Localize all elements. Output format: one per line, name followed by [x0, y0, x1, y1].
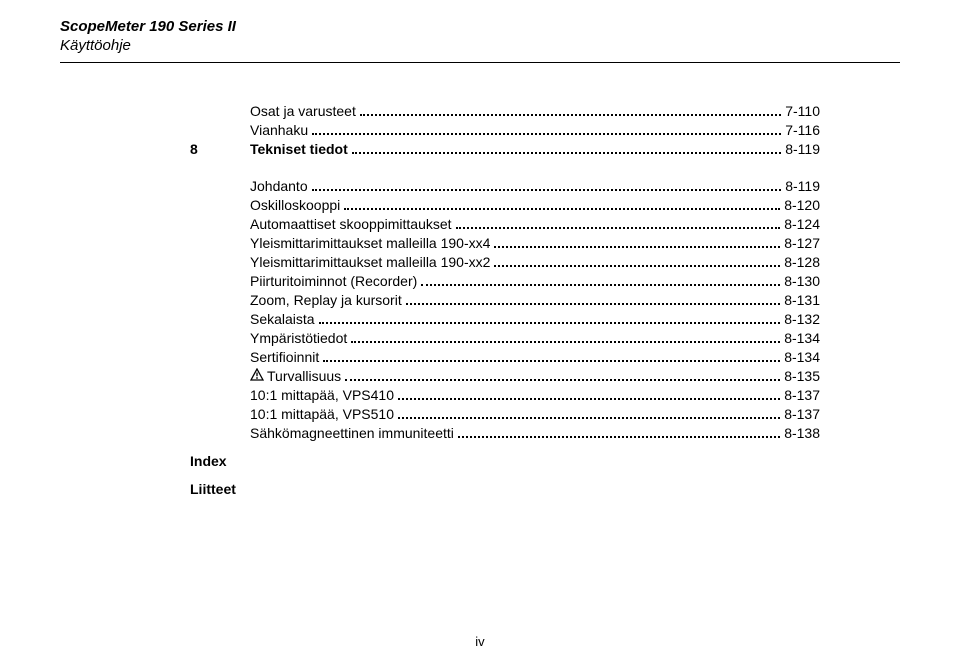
- toc-item-label: Sähkömagneettinen immuniteetti: [250, 425, 454, 441]
- toc-item-page: 8-137: [784, 406, 820, 422]
- toc-item-page: 8-134: [784, 330, 820, 346]
- toc-leader-dots: [312, 189, 782, 191]
- toc-item-page: 8-137: [784, 387, 820, 403]
- toc-item-label: Ympäristötiedot: [250, 330, 347, 346]
- toc-index-label: Index: [190, 453, 900, 469]
- toc-row: Sertifioinnit 8-134: [190, 349, 820, 365]
- toc-item-label: Yleismittarimittaukset malleilla 190-xx4: [250, 235, 490, 251]
- toc-row: Zoom, Replay ja kursorit 8-131: [190, 292, 820, 308]
- toc-chapter-title: Tekniset tiedot: [250, 141, 348, 157]
- toc-row: Ympäristötiedot 8-134: [190, 330, 820, 346]
- toc-leader-dots: [494, 265, 780, 267]
- toc-item-page: 8-131: [784, 292, 820, 308]
- toc-item-label: Piirturitoiminnot (Recorder): [250, 273, 417, 289]
- toc-item-label: Sertifioinnit: [250, 349, 319, 365]
- toc-row: Johdanto 8-119: [190, 178, 820, 194]
- toc-leader-dots: [421, 284, 780, 286]
- toc-row: Oskilloskooppi 8-120: [190, 197, 820, 213]
- toc-leader-dots: [352, 152, 781, 154]
- document-header: ScopeMeter 190 Series II Käyttöohje: [60, 18, 900, 63]
- toc-chapter-number: 8: [190, 141, 250, 157]
- toc-item-page: 8-130: [784, 273, 820, 289]
- toc-leader-dots: [458, 436, 780, 438]
- toc-item-text: Turvallisuus: [267, 368, 341, 384]
- toc-leader-dots: [323, 360, 780, 362]
- toc-item-label: 10:1 mittapää, VPS410: [250, 387, 394, 403]
- toc-leader-dots: [456, 227, 781, 229]
- toc-item-page: 8-119: [785, 178, 820, 194]
- toc-content: Osat ja varusteet 7-110 Vianhaku 7-116 8…: [190, 103, 900, 497]
- toc-leader-dots: [344, 208, 780, 210]
- toc-row: Automaattiset skooppimittaukset 8-124: [190, 216, 820, 232]
- page-footer: iv: [0, 634, 960, 649]
- header-divider: [60, 62, 900, 63]
- toc-row: Osat ja varusteet 7-110: [190, 103, 820, 119]
- toc-leader-dots: [398, 417, 780, 419]
- header-subtitle: Käyttöohje: [60, 37, 900, 54]
- toc-item-label: Sekalaista: [250, 311, 315, 327]
- toc-item-label: Vianhaku: [250, 122, 308, 138]
- toc-leader-dots: [494, 246, 780, 248]
- toc-row: 10:1 mittapää, VPS510 8-137: [190, 406, 820, 422]
- toc-item-page: 8-135: [784, 368, 820, 384]
- toc-gap: [190, 160, 900, 178]
- toc-item-page: 8-127: [784, 235, 820, 251]
- toc-item-page: 7-116: [785, 122, 820, 138]
- toc-attachments-label: Liitteet: [190, 481, 900, 497]
- toc-row: 10:1 mittapää, VPS410 8-137: [190, 387, 820, 403]
- warning-icon: [250, 368, 264, 384]
- toc-leader-dots: [398, 398, 780, 400]
- toc-item-label: 10:1 mittapää, VPS510: [250, 406, 394, 422]
- toc-leader-dots: [312, 133, 781, 135]
- toc-leader-dots: [319, 322, 781, 324]
- toc-row: Sekalaista 8-132: [190, 311, 820, 327]
- toc-item-label: Osat ja varusteet: [250, 103, 356, 119]
- toc-item-page: 8-138: [784, 425, 820, 441]
- toc-item-page: 8-134: [784, 349, 820, 365]
- toc-item-label: Automaattiset skooppimittaukset: [250, 216, 452, 232]
- toc-leader-dots: [360, 114, 781, 116]
- header-title: ScopeMeter 190 Series II: [60, 18, 900, 35]
- toc-item-page: 8-132: [784, 311, 820, 327]
- toc-item-page: 8-124: [784, 216, 820, 232]
- toc-leader-dots: [406, 303, 780, 305]
- toc-row: Yleismittarimittaukset malleilla 190-xx2…: [190, 254, 820, 270]
- toc-item-page: 7-110: [785, 103, 820, 119]
- toc-chapter-row: 8 Tekniset tiedot 8-119: [190, 141, 820, 157]
- toc-item-page: 8-120: [784, 197, 820, 213]
- toc-leader-dots: [351, 341, 780, 343]
- page-number: iv: [475, 634, 484, 649]
- toc-leader-dots: [345, 379, 780, 381]
- toc-row: Piirturitoiminnot (Recorder) 8-130: [190, 273, 820, 289]
- toc-row: Turvallisuus 8-135: [190, 368, 820, 384]
- toc-item-label: Johdanto: [250, 178, 308, 194]
- toc-item-label: Turvallisuus: [250, 368, 341, 384]
- toc-row: Sähkömagneettinen immuniteetti 8-138: [190, 425, 820, 441]
- toc-item-page: 8-128: [784, 254, 820, 270]
- toc-item-label: Oskilloskooppi: [250, 197, 340, 213]
- toc-item-label: Yleismittarimittaukset malleilla 190-xx2: [250, 254, 490, 270]
- toc-row: Vianhaku 7-116: [190, 122, 820, 138]
- toc-row: Yleismittarimittaukset malleilla 190-xx4…: [190, 235, 820, 251]
- toc-item-label: Zoom, Replay ja kursorit: [250, 292, 402, 308]
- toc-chapter-page: 8-119: [785, 141, 820, 157]
